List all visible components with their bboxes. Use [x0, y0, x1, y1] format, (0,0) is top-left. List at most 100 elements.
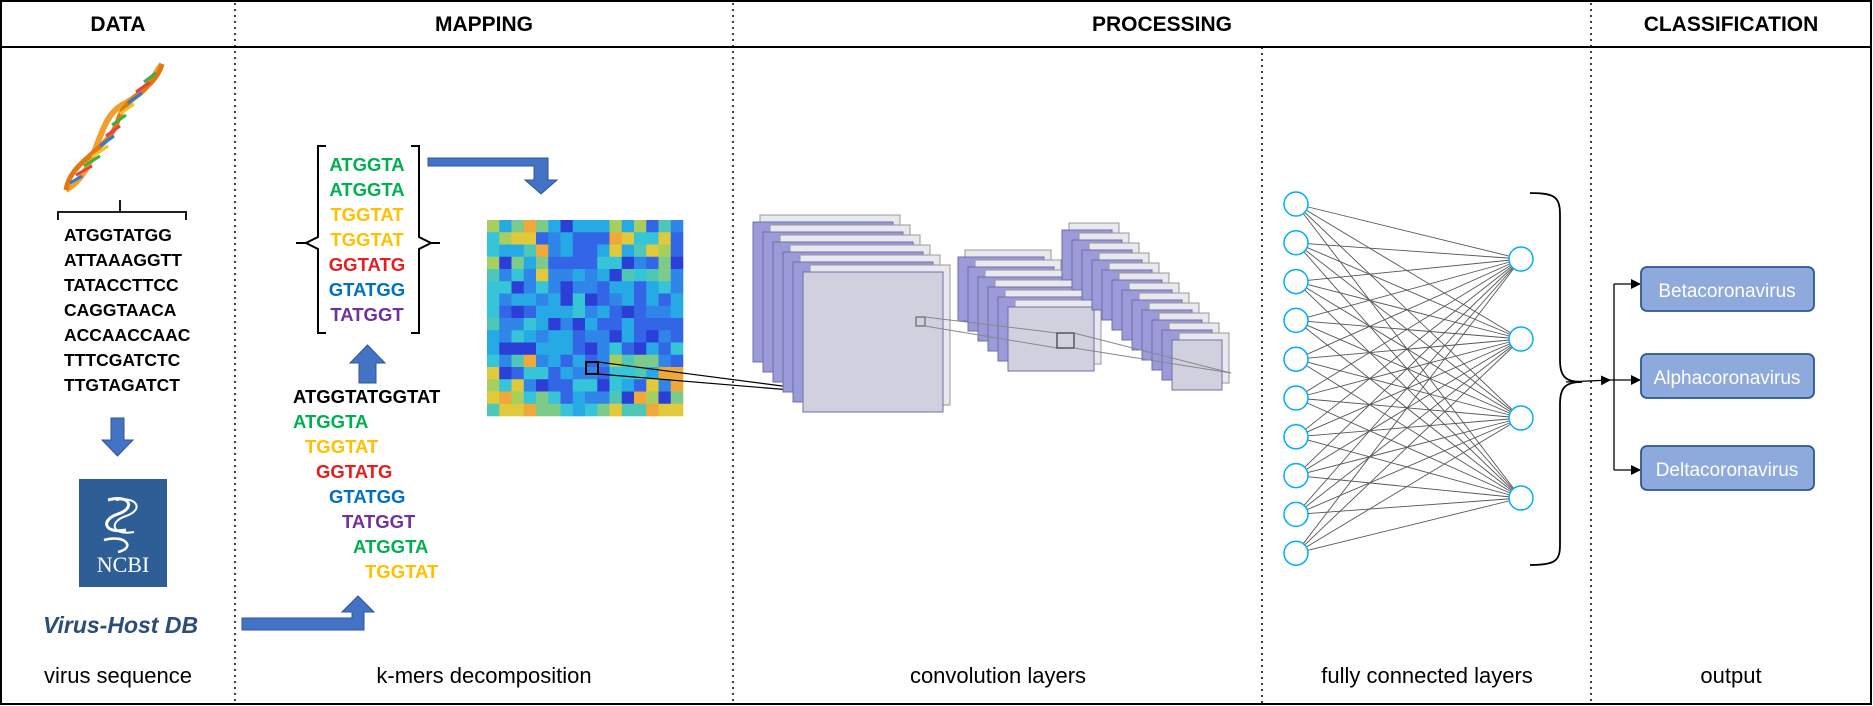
heatmap-cell — [646, 293, 659, 307]
heatmap-cell — [585, 244, 598, 258]
heatmap-cell — [487, 330, 500, 343]
heatmap-selection — [585, 361, 599, 375]
heatmap-cell — [548, 281, 561, 294]
heatmap-cell — [646, 256, 659, 270]
heatmap-cell — [536, 232, 549, 245]
kmer-bracket-item: TGGTAT — [330, 229, 404, 250]
heatmap-cell — [523, 403, 537, 417]
fc-edge — [1295, 338, 1522, 515]
class-box-delta: Deltacoronavirus — [1640, 445, 1815, 491]
heatmap-cell — [487, 391, 500, 405]
heatmap-cell — [511, 269, 525, 282]
heatmap-cell — [597, 305, 610, 319]
heatmap-cell — [585, 220, 598, 233]
caption-virus-sequence: virus sequence — [44, 663, 192, 688]
heatmap-cell — [658, 256, 672, 270]
heatmap-cell — [572, 330, 586, 343]
heatmap-cell — [548, 367, 561, 380]
heatmap-cell — [511, 305, 525, 319]
heatmap-cell — [536, 367, 549, 380]
heatmap-cell — [572, 391, 586, 405]
class-box-alpha: Alphacoronavirus — [1640, 353, 1815, 399]
heatmap-cell — [634, 281, 647, 294]
heatmap-cell — [670, 244, 684, 258]
heatmap-cell — [487, 354, 500, 368]
fc-edge — [1295, 497, 1522, 515]
fc-edge — [1295, 338, 1522, 399]
heatmap-cell — [658, 244, 672, 258]
heatmap-cell — [658, 293, 672, 307]
heatmap-cell — [658, 379, 672, 392]
heatmap-cell — [536, 293, 549, 307]
heatmap-cell — [572, 379, 586, 392]
class-label-beta: Betacoronavirus — [1658, 281, 1795, 302]
heatmap-cell — [548, 232, 561, 245]
heatmap-cell — [597, 354, 610, 368]
heatmap-cell — [499, 269, 512, 282]
heatmap-cell — [585, 293, 598, 307]
heatmap-cell — [670, 342, 684, 356]
fc-neuron — [1283, 307, 1309, 334]
heatmap-cell — [609, 318, 623, 331]
fc-edge — [1295, 358, 1522, 499]
heatmap-cell — [646, 220, 659, 233]
class-box-beta: Betacoronavirus — [1640, 266, 1815, 312]
heatmap-cell — [621, 232, 635, 245]
heatmap-cell — [585, 256, 598, 270]
heatmap-cell — [536, 391, 549, 405]
heatmap-cell — [585, 305, 598, 319]
heatmap-cell — [536, 269, 549, 282]
heatmap-cell — [487, 293, 500, 307]
conv-feature-map — [802, 271, 944, 413]
heatmap-cell — [511, 293, 525, 307]
dna-helix-icon — [63, 62, 165, 193]
heatmap-cell — [597, 330, 610, 343]
sequence-lines: ATGGTATGG ATTAAAGGTT TATACCTTCC CAGGTAAC… — [64, 225, 191, 395]
heatmap-cell — [536, 305, 549, 319]
heatmap-cell — [572, 403, 586, 417]
heatmap-cell — [572, 220, 586, 233]
heatmap-cell — [658, 269, 672, 282]
heatmap-cell — [670, 293, 684, 307]
fc-edge — [1295, 417, 1522, 554]
heatmap-cell — [585, 379, 598, 392]
heatmap-cell — [609, 342, 623, 356]
heatmap-cell — [597, 293, 610, 307]
heatmap-cell — [609, 293, 623, 307]
heatmap-cell — [487, 232, 500, 245]
fc-neuron — [1283, 191, 1309, 217]
fc-edge — [1295, 417, 1522, 438]
heatmap-cell — [621, 342, 635, 356]
heatmap-cell — [609, 391, 623, 405]
heatmap-cell — [634, 354, 647, 368]
heatmap-cell — [560, 281, 574, 294]
heatmap-cell — [499, 256, 512, 270]
heatmap-cell — [634, 367, 647, 380]
heatmap-cell — [585, 281, 598, 294]
heatmap-cell — [646, 354, 659, 368]
heatmap-cell — [511, 354, 525, 368]
heatmap-cell — [523, 318, 537, 331]
heatmap-cell — [634, 318, 647, 331]
heatmap-cell — [585, 232, 598, 245]
heatmap-cell — [658, 367, 672, 380]
heatmap-cell — [499, 354, 512, 368]
fc-edge — [1295, 203, 1522, 499]
header-classification: CLASSIFICATION — [1644, 13, 1819, 36]
sequence-line: ATTAAAGGTT — [64, 250, 182, 270]
heatmap-cell — [487, 244, 500, 258]
heatmap-cell — [634, 342, 647, 356]
heatmap-cell — [585, 391, 598, 405]
heatmap-cell — [536, 342, 549, 356]
heatmap-cell — [634, 220, 647, 233]
sequence-bracket — [57, 200, 187, 220]
heatmap-cell — [511, 330, 525, 343]
heatmap-cell — [621, 379, 635, 392]
kmer-decomposition-item: GTATGG — [329, 486, 405, 507]
fc-edge — [1295, 397, 1522, 419]
fc-neuron — [1283, 424, 1309, 450]
heatmap-cell — [560, 391, 574, 405]
ncbi-logo-icon: NCBI — [79, 479, 167, 587]
